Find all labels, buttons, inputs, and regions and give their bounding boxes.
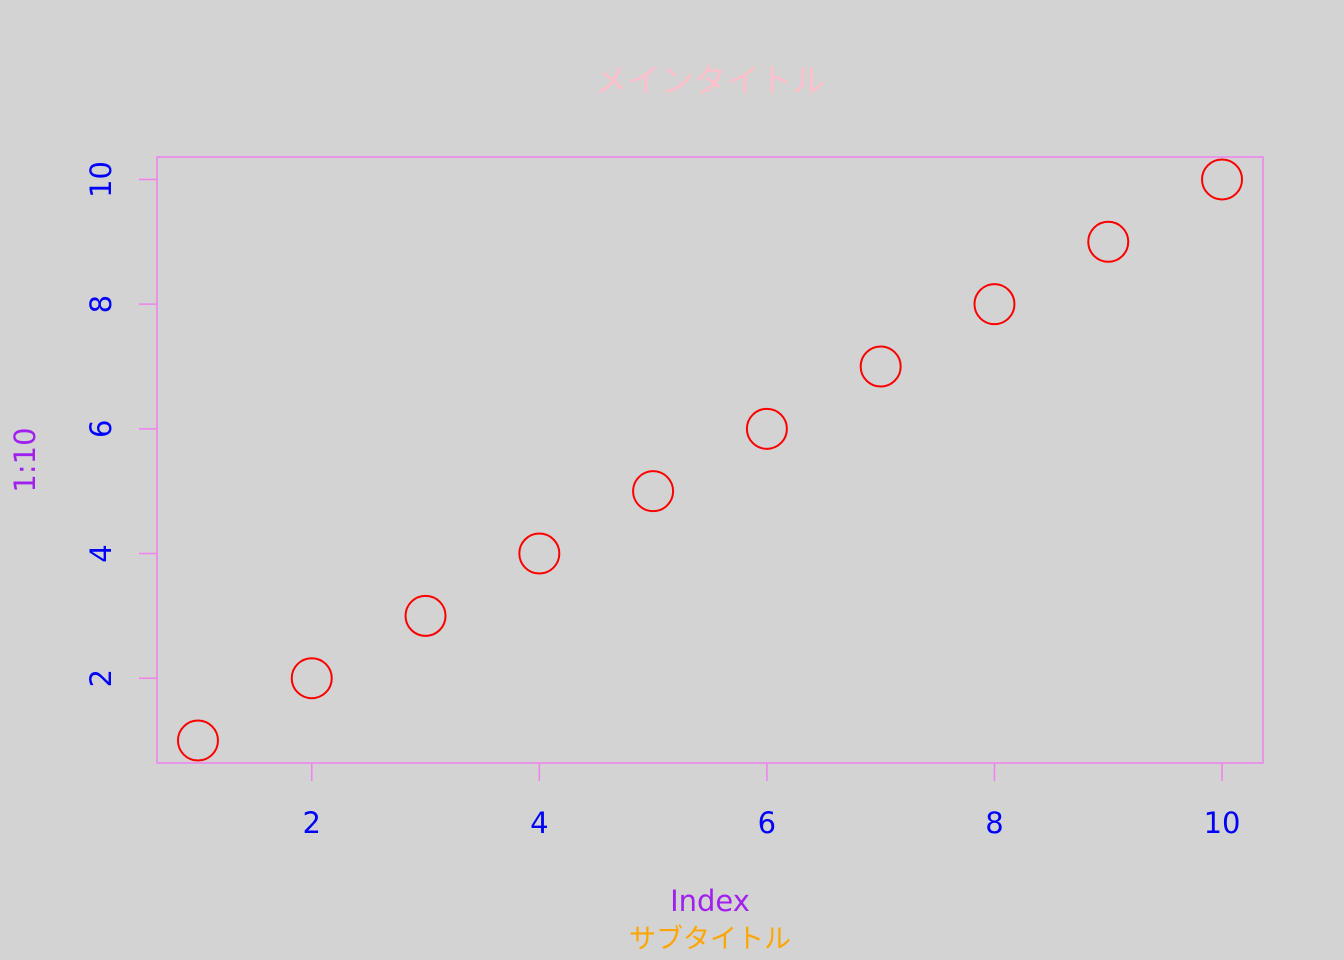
x-axis: 2 4 6 8 10 (303, 763, 1241, 840)
chart-title: メインタイトル (595, 61, 826, 100)
x-axis-label: Index (670, 884, 750, 918)
x-tick-label: 2 (303, 806, 321, 840)
data-point (973, 283, 1016, 326)
y-axis-label: 1:10 (8, 427, 42, 492)
data-point (176, 719, 219, 762)
data-point (632, 470, 675, 513)
data-point (1087, 220, 1130, 263)
y-axis: 2 4 6 8 10 (84, 161, 157, 687)
data-point (859, 345, 902, 388)
plot-area-border (156, 156, 1264, 764)
y-tick-label: 8 (84, 295, 118, 313)
x-tick-label: 10 (1204, 806, 1241, 840)
x-tick-label: 6 (758, 806, 776, 840)
y-tick-label: 4 (84, 544, 118, 562)
data-point (1201, 158, 1244, 201)
chart-subtitle: サブタイトル (629, 924, 791, 955)
data-point (404, 594, 447, 637)
data-point (745, 407, 788, 450)
y-tick-label: 6 (84, 420, 118, 438)
data-point (518, 532, 561, 575)
x-tick-label: 8 (985, 806, 1003, 840)
x-tick-label: 4 (530, 806, 548, 840)
y-tick-label: 10 (84, 161, 118, 198)
data-points (176, 158, 1244, 762)
y-tick-label: 2 (84, 669, 118, 687)
data-point (290, 657, 333, 700)
